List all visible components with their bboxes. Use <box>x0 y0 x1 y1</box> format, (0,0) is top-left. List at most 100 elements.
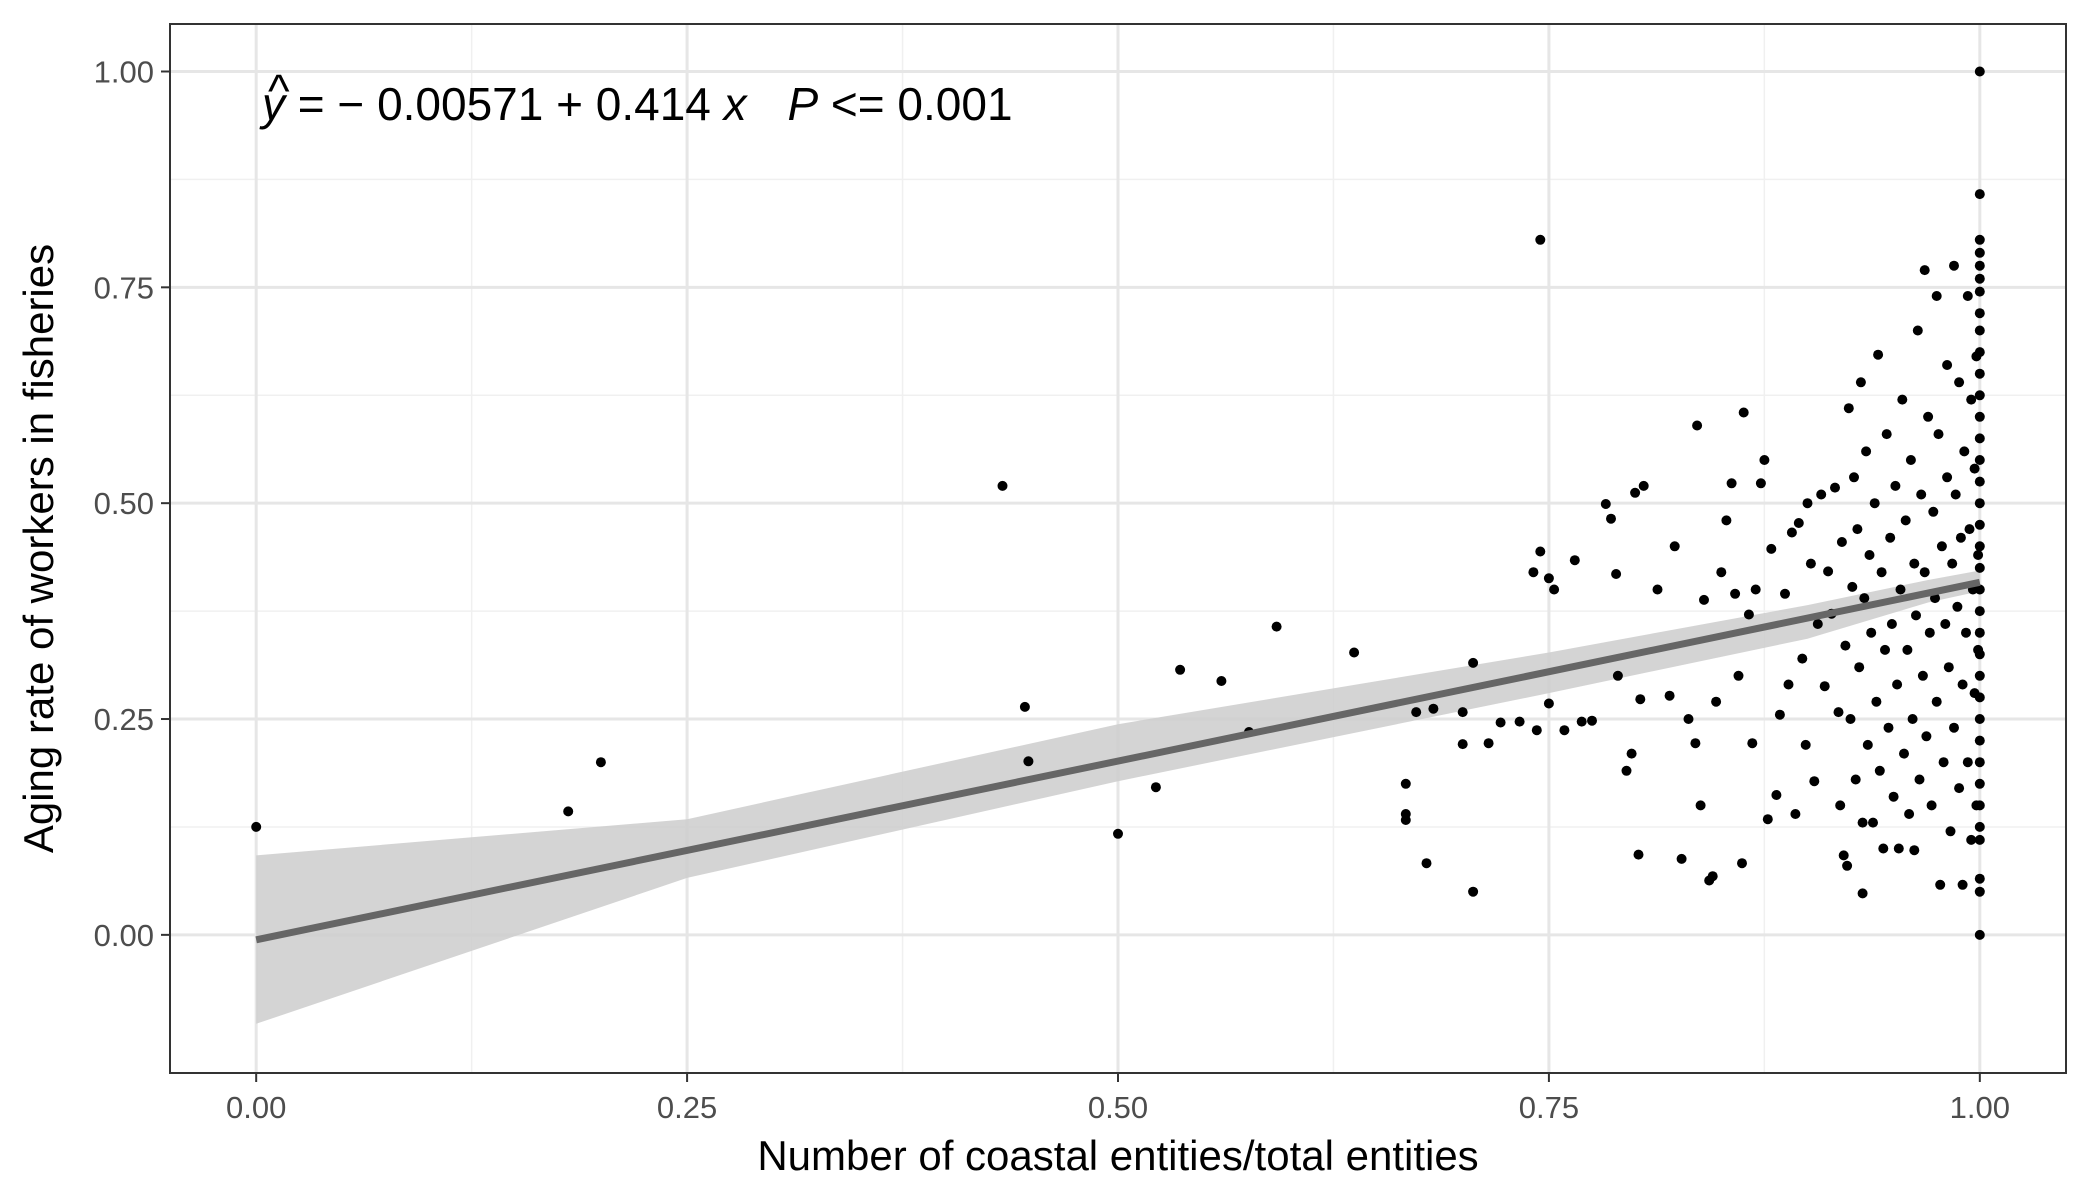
data-point <box>1514 716 1525 727</box>
data-point <box>1900 515 1911 526</box>
data-point <box>1400 778 1411 789</box>
data-point <box>1716 567 1727 578</box>
data-point <box>1954 377 1965 388</box>
equation-x: x <box>722 78 749 130</box>
data-point <box>1635 694 1646 705</box>
data-point <box>1271 621 1282 632</box>
p-value: <= 0.001 <box>831 78 1013 130</box>
data-point <box>1895 584 1906 595</box>
data-point <box>1974 627 1985 638</box>
data-point <box>1919 265 1930 276</box>
data-point <box>1907 714 1918 724</box>
data-point <box>1974 234 1985 245</box>
data-point <box>1812 619 1823 629</box>
data-point <box>1959 446 1970 457</box>
data-point <box>1793 518 1804 528</box>
data-point <box>1612 670 1623 681</box>
data-point <box>1974 735 1985 746</box>
data-point <box>1957 679 1968 690</box>
regression-line <box>255 578 1981 944</box>
data-point <box>1940 619 1951 629</box>
data-point <box>1113 828 1123 839</box>
data-point <box>1909 845 1920 856</box>
x-axis-ticks: 0.00 0.25 0.50 0.75 1.00 <box>226 1073 2010 1125</box>
x-tick-label: 0.25 <box>657 1090 717 1125</box>
data-point <box>1904 809 1915 819</box>
p-label: P <box>787 78 818 130</box>
data-point <box>1864 550 1875 560</box>
data-point <box>1747 738 1758 749</box>
data-point <box>1914 774 1925 785</box>
data-point <box>1759 455 1770 465</box>
data-point <box>1838 850 1849 861</box>
data-point <box>1816 489 1827 500</box>
data-point <box>1652 584 1663 595</box>
data-point <box>1411 707 1422 718</box>
data-point <box>1952 601 1963 612</box>
data-point <box>1543 698 1554 709</box>
data-point <box>1931 291 1942 301</box>
data-point <box>1871 696 1882 707</box>
data-point <box>1921 731 1932 742</box>
data-point <box>1535 546 1546 557</box>
data-point <box>1949 722 1959 733</box>
equation-yhat: y <box>259 78 288 130</box>
data-point <box>1883 722 1894 733</box>
data-point <box>1600 499 1611 509</box>
data-point <box>1966 394 1977 405</box>
data-point <box>1692 420 1703 431</box>
data-point <box>1974 562 1985 573</box>
data-point <box>1974 834 1985 845</box>
data-point <box>1664 690 1675 701</box>
data-point <box>1880 644 1890 655</box>
y-tick-label: 0.25 <box>94 702 154 737</box>
data-point <box>1974 286 1985 297</box>
data-point <box>1905 455 1916 465</box>
data-point <box>1743 609 1754 620</box>
data-point <box>1924 627 1935 638</box>
data-point <box>1809 776 1820 787</box>
data-point <box>1737 858 1747 869</box>
data-point <box>1942 360 1953 370</box>
data-point <box>1974 347 1985 358</box>
data-point <box>1019 701 1030 712</box>
data-point <box>1974 929 1985 940</box>
data-point <box>1669 541 1680 552</box>
data-point <box>1961 627 1971 638</box>
data-point <box>1950 489 1961 500</box>
data-point <box>1974 476 1985 487</box>
x-tick-label: 0.00 <box>226 1090 286 1125</box>
data-point <box>1855 377 1866 388</box>
data-point <box>1955 532 1966 543</box>
data-point <box>1800 739 1811 750</box>
data-point <box>1805 558 1816 569</box>
data-point <box>1175 664 1186 675</box>
data-point <box>1857 888 1868 899</box>
data-point <box>1974 649 1985 660</box>
data-point <box>1974 670 1985 681</box>
data-point <box>1730 588 1741 599</box>
x-tick-label: 0.75 <box>1519 1090 1579 1125</box>
data-point <box>1928 506 1939 517</box>
y-tick-label: 0.00 <box>94 918 154 953</box>
data-point <box>1933 429 1944 440</box>
data-point <box>1938 757 1949 768</box>
data-point <box>1468 886 1479 897</box>
y-axis-ticks: 0.00 0.25 0.50 0.75 1.00 <box>94 54 170 953</box>
data-point <box>1974 455 1985 465</box>
data-point <box>1912 325 1923 336</box>
data-point <box>1931 696 1942 707</box>
data-point <box>1876 567 1887 578</box>
data-point <box>1911 610 1921 621</box>
data-point <box>1974 66 1985 77</box>
data-point <box>1845 714 1856 724</box>
x-tick-label: 1.00 <box>1950 1090 2010 1125</box>
data-point <box>1862 739 1873 750</box>
data-point <box>1974 433 1985 444</box>
data-point <box>1964 524 1975 535</box>
equation-text: y = − 0.00571 + 0.414 x P <= 0.001 <box>259 78 1013 130</box>
data-point <box>1974 411 1985 422</box>
confidence-band <box>256 570 1980 1024</box>
data-point <box>1869 498 1880 509</box>
data-point <box>1854 662 1865 673</box>
